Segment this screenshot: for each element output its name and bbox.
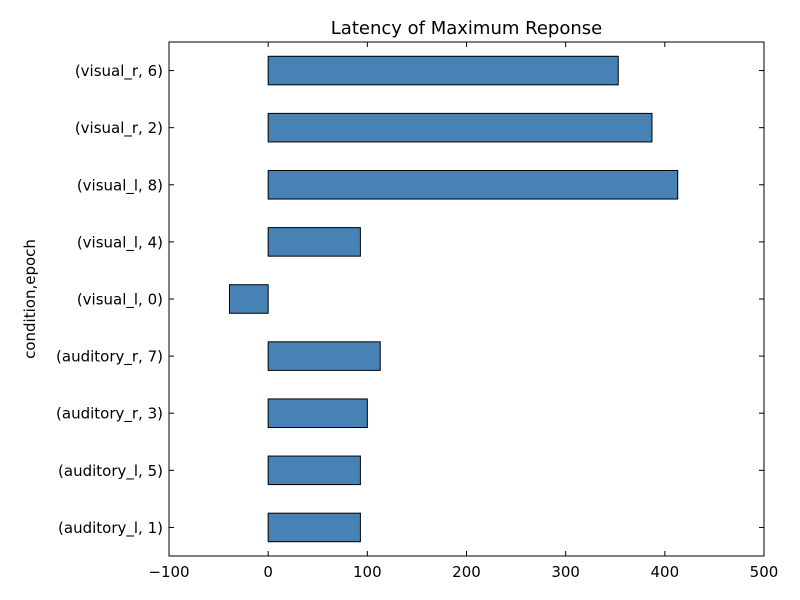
- y-tick-label: (visual_r, 6): [75, 62, 163, 81]
- y-tick-label: (visual_l, 0): [77, 291, 163, 310]
- x-tick-label: 0: [263, 563, 273, 581]
- chart-title: Latency of Maximum Reponse: [331, 18, 602, 39]
- y-tick-label: (auditory_l, 5): [58, 462, 163, 481]
- x-tick-label: 200: [452, 563, 481, 581]
- y-ticks-group: (auditory_l, 1) (auditory_l, 5) (auditory_…: [56, 62, 764, 538]
- y-tick-label: (visual_r, 2): [75, 119, 163, 138]
- x-tick-label: −100: [148, 563, 189, 581]
- y-tick-label: (auditory_r, 3): [56, 405, 163, 424]
- bar: [267, 227, 361, 257]
- x-tick-label: 500: [750, 563, 779, 581]
- bar: [267, 341, 381, 371]
- bar: [267, 170, 679, 200]
- bar: [267, 55, 619, 86]
- bar: [228, 284, 269, 314]
- x-ticks-group: −100 0 100 200 300 400 500: [148, 42, 778, 581]
- y-tick-label: (auditory_l, 1): [58, 519, 163, 538]
- bars-group: [228, 55, 679, 543]
- x-tick-label: 300: [551, 563, 580, 581]
- x-tick-label: 100: [353, 563, 382, 581]
- bar: [267, 455, 361, 486]
- bar: [267, 112, 653, 143]
- y-tick-label: (auditory_r, 7): [56, 348, 163, 367]
- x-tick-label: 400: [651, 563, 680, 581]
- y-axis-label: condition,epoch: [21, 239, 39, 359]
- y-tick-label: (visual_l, 4): [77, 233, 163, 252]
- bar: [267, 512, 361, 543]
- y-tick-label: (visual_l, 8): [77, 176, 163, 195]
- plot-frame: [168, 41, 765, 557]
- bar: [267, 398, 368, 429]
